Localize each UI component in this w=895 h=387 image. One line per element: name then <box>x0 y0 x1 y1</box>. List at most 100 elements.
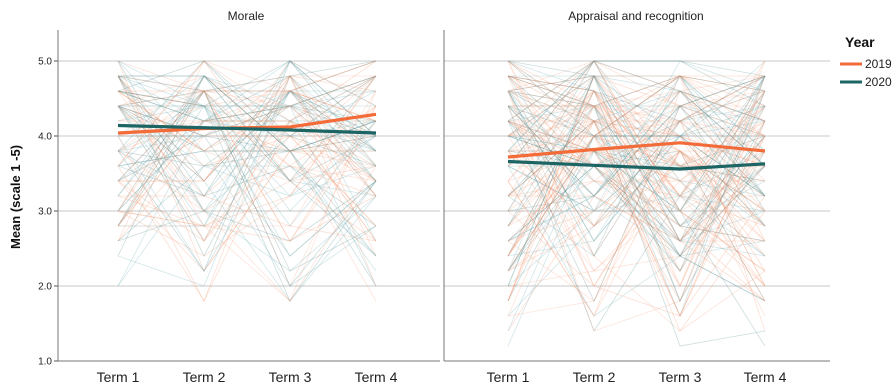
individual-trajectory <box>507 75 766 272</box>
individual-trajectory <box>117 105 377 182</box>
individual-trajectory <box>117 105 377 152</box>
individual-trajectory <box>507 150 765 242</box>
individual-trajectory <box>507 165 766 317</box>
individual-trajectory <box>118 75 376 152</box>
individual-trajectory <box>507 105 765 242</box>
individual-trajectory <box>507 90 766 257</box>
individual-trajectory <box>117 120 377 167</box>
individual-trajectory <box>507 120 766 287</box>
individual-trajectory <box>507 90 766 242</box>
legend-title: Year <box>845 34 875 50</box>
individual-trajectory <box>507 75 766 182</box>
individual-trajectory <box>507 75 766 242</box>
individual-trajectory <box>117 90 377 197</box>
y-axis-label: Mean (scale 1 -5) <box>8 145 23 249</box>
individual-trajectory <box>507 75 766 272</box>
individual-trajectory <box>117 75 377 227</box>
individual-trajectory <box>117 75 377 212</box>
individual-trajectory <box>507 75 766 197</box>
individual-trajectory <box>507 75 766 212</box>
individual-trajectory <box>117 60 377 122</box>
y-tick-label: 5.0 <box>38 57 52 68</box>
individual-trajectory <box>507 60 766 197</box>
individual-trajectory <box>507 60 766 152</box>
individual-trajectory <box>507 105 766 242</box>
individual-trajectory <box>117 60 377 272</box>
individual-trajectory <box>507 90 766 197</box>
individual-trajectory <box>117 120 377 242</box>
individual-trajectory <box>117 60 377 212</box>
individual-trajectory <box>507 90 766 257</box>
individual-trajectory <box>507 60 766 227</box>
individual-trajectory <box>507 150 766 242</box>
individual-trajectory <box>117 105 377 197</box>
individual-trajectory <box>117 60 377 182</box>
individual-trajectory <box>507 135 766 332</box>
individual-trajectory <box>507 150 766 287</box>
individual-trajectory <box>117 90 377 182</box>
individual-trajectory <box>507 60 766 227</box>
individual-trajectory <box>507 75 766 197</box>
individual-trajectory <box>507 75 766 137</box>
individual-trajectory <box>117 90 377 212</box>
individual-trajectory <box>118 75 377 152</box>
panel-title-morale: Morale <box>228 9 265 23</box>
axes: 1.0 2.0 3.0 4.0 5.0 Term 1 Term 2 Term 3 Term 4 T… <box>38 30 830 385</box>
individual-trajectory <box>507 75 766 318</box>
individual-trajectory <box>507 195 766 317</box>
individual-trajectory <box>507 75 766 242</box>
individual-trajectory <box>507 105 766 152</box>
individual-trajectory <box>117 75 377 257</box>
individual-trajectory <box>117 75 377 212</box>
individual-trajectory <box>117 180 377 242</box>
individual-trajectory <box>507 60 766 212</box>
y-tick-label: 1.0 <box>38 357 52 368</box>
individual-trajectory <box>507 75 766 257</box>
individual-trajectory <box>507 75 766 167</box>
individual-trajectory <box>507 150 766 272</box>
individual-trajectory <box>507 60 766 197</box>
individual-trajectory <box>117 60 377 287</box>
individual-trajectory <box>507 90 766 302</box>
individual-trajectory <box>507 120 766 272</box>
x-tick-label: Term 3 <box>269 369 312 385</box>
individual-trajectory <box>507 75 766 242</box>
individual-trajectory <box>507 135 765 257</box>
x-tick-label: Term 4 <box>355 369 398 385</box>
individual-trajectory <box>117 90 377 242</box>
individual-trajectory <box>507 150 766 317</box>
individual-trajectory <box>507 90 766 167</box>
y-tick-label: 2.0 <box>38 282 52 293</box>
individual-trajectory <box>117 105 377 212</box>
individual-trajectory <box>507 75 766 272</box>
individual-trajectory <box>117 105 377 167</box>
x-tick-label: Term 2 <box>573 369 616 385</box>
y-tick-label: 4.0 <box>38 132 52 143</box>
individual-trajectory <box>117 60 377 242</box>
individual-trajectory <box>507 90 766 212</box>
individual-trajectory <box>117 90 377 227</box>
individual-trajectory <box>117 195 377 242</box>
individual-trajectory <box>507 105 765 167</box>
individual-trajectory <box>507 60 766 137</box>
mean-line-2020 <box>507 159 766 171</box>
individual-trajectory <box>117 60 377 197</box>
individual-trajectory <box>117 60 377 167</box>
individual-trajectory <box>507 75 766 227</box>
individual-trajectory <box>507 75 766 287</box>
individual-trajectory <box>117 75 377 212</box>
individual-trajectory <box>117 90 377 302</box>
individual-trajectory <box>507 75 766 257</box>
individual-trajectory <box>117 60 377 242</box>
individual-trajectory <box>507 90 766 317</box>
individual-trajectory <box>507 120 766 332</box>
individual-trajectory <box>507 75 766 242</box>
individual-trajectory <box>507 60 766 212</box>
individual-trajectory <box>117 120 377 242</box>
individual-trajectory <box>507 75 766 227</box>
individual-trajectory <box>507 90 766 257</box>
individual-trajectory <box>507 135 766 317</box>
individual-trajectory <box>117 165 377 227</box>
individual-trajectory <box>507 135 766 257</box>
individual-trajectory <box>507 180 765 197</box>
